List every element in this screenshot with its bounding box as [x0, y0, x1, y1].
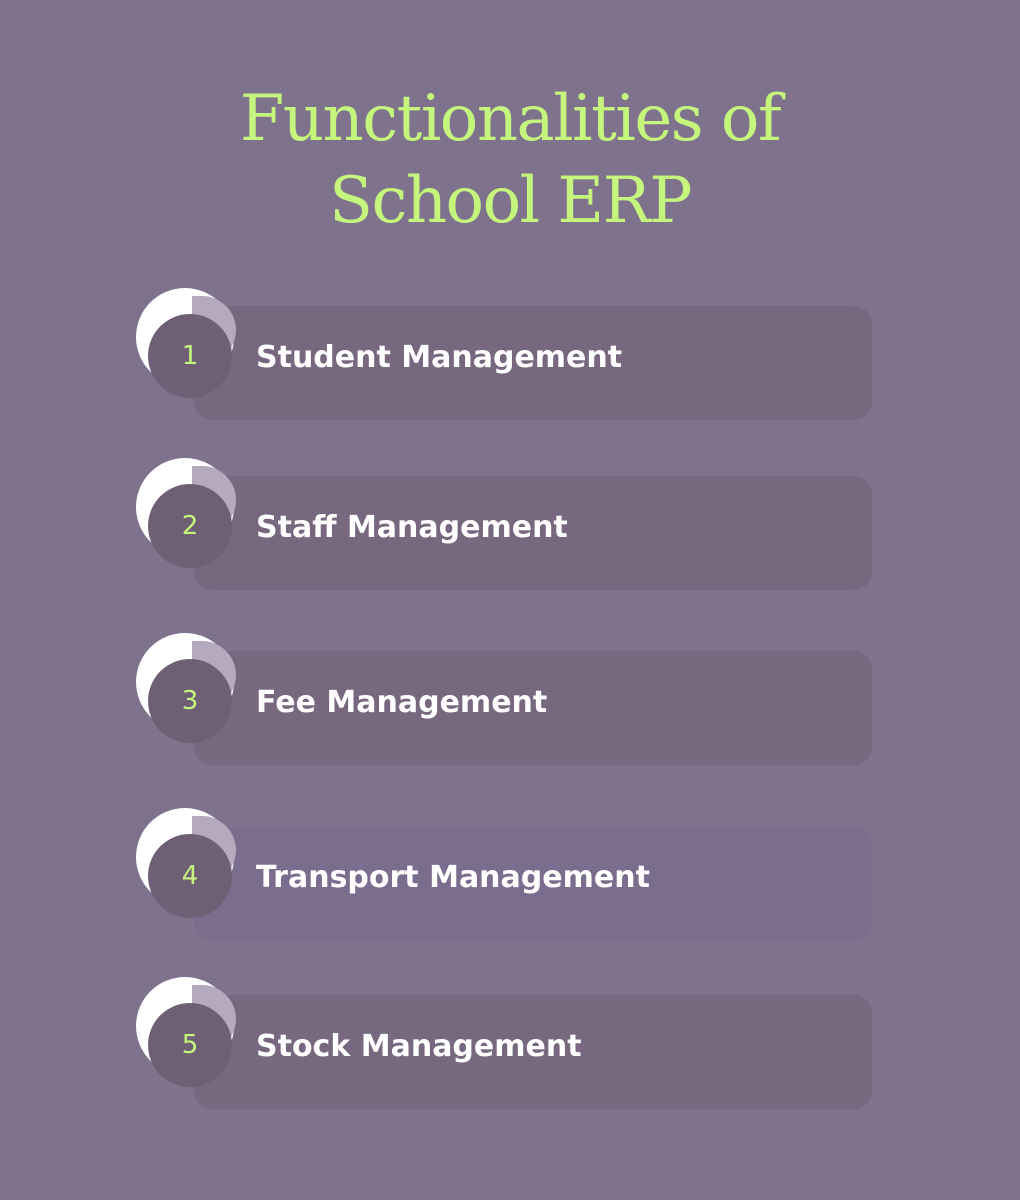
title-line-2: School ERP	[329, 164, 692, 238]
list-item-fee-management: 3 Fee Management	[134, 633, 874, 765]
badge-disc	[148, 314, 232, 398]
item-label: Staff Management	[256, 510, 568, 545]
item-label: Stock Management	[256, 1029, 582, 1064]
item-card	[194, 651, 872, 765]
badge-disc	[148, 484, 232, 568]
item-number: 3	[181, 686, 199, 716]
item-card	[194, 306, 872, 420]
badge-disc	[148, 834, 232, 918]
item-label: Fee Management	[256, 685, 548, 720]
item-number: 2	[181, 511, 199, 541]
item-label: Transport Management	[256, 860, 650, 895]
item-label: Student Management	[256, 340, 623, 375]
list-item-transport-management: 4 Transport Management	[134, 808, 874, 940]
list-item-student-management: 1 Student Management	[134, 288, 874, 420]
item-card	[194, 995, 872, 1109]
list-item-staff-management: 2 Staff Management	[134, 458, 874, 590]
number-badge: 1	[134, 288, 246, 408]
badge-disc	[148, 1003, 232, 1087]
number-badge: 2	[134, 458, 246, 578]
item-number: 4	[181, 861, 199, 891]
list-item-stock-management: 5 Stock Management	[134, 977, 874, 1109]
page-title: Functionalities of School ERP	[0, 78, 1020, 242]
number-badge: 4	[134, 808, 246, 928]
item-number: 5	[181, 1030, 199, 1060]
item-card	[194, 826, 872, 940]
item-card	[194, 476, 872, 590]
badge-disc	[148, 659, 232, 743]
number-badge: 5	[134, 977, 246, 1097]
number-badge: 3	[134, 633, 246, 753]
title-line-1: Functionalities of	[239, 82, 782, 156]
item-number: 1	[181, 341, 199, 371]
